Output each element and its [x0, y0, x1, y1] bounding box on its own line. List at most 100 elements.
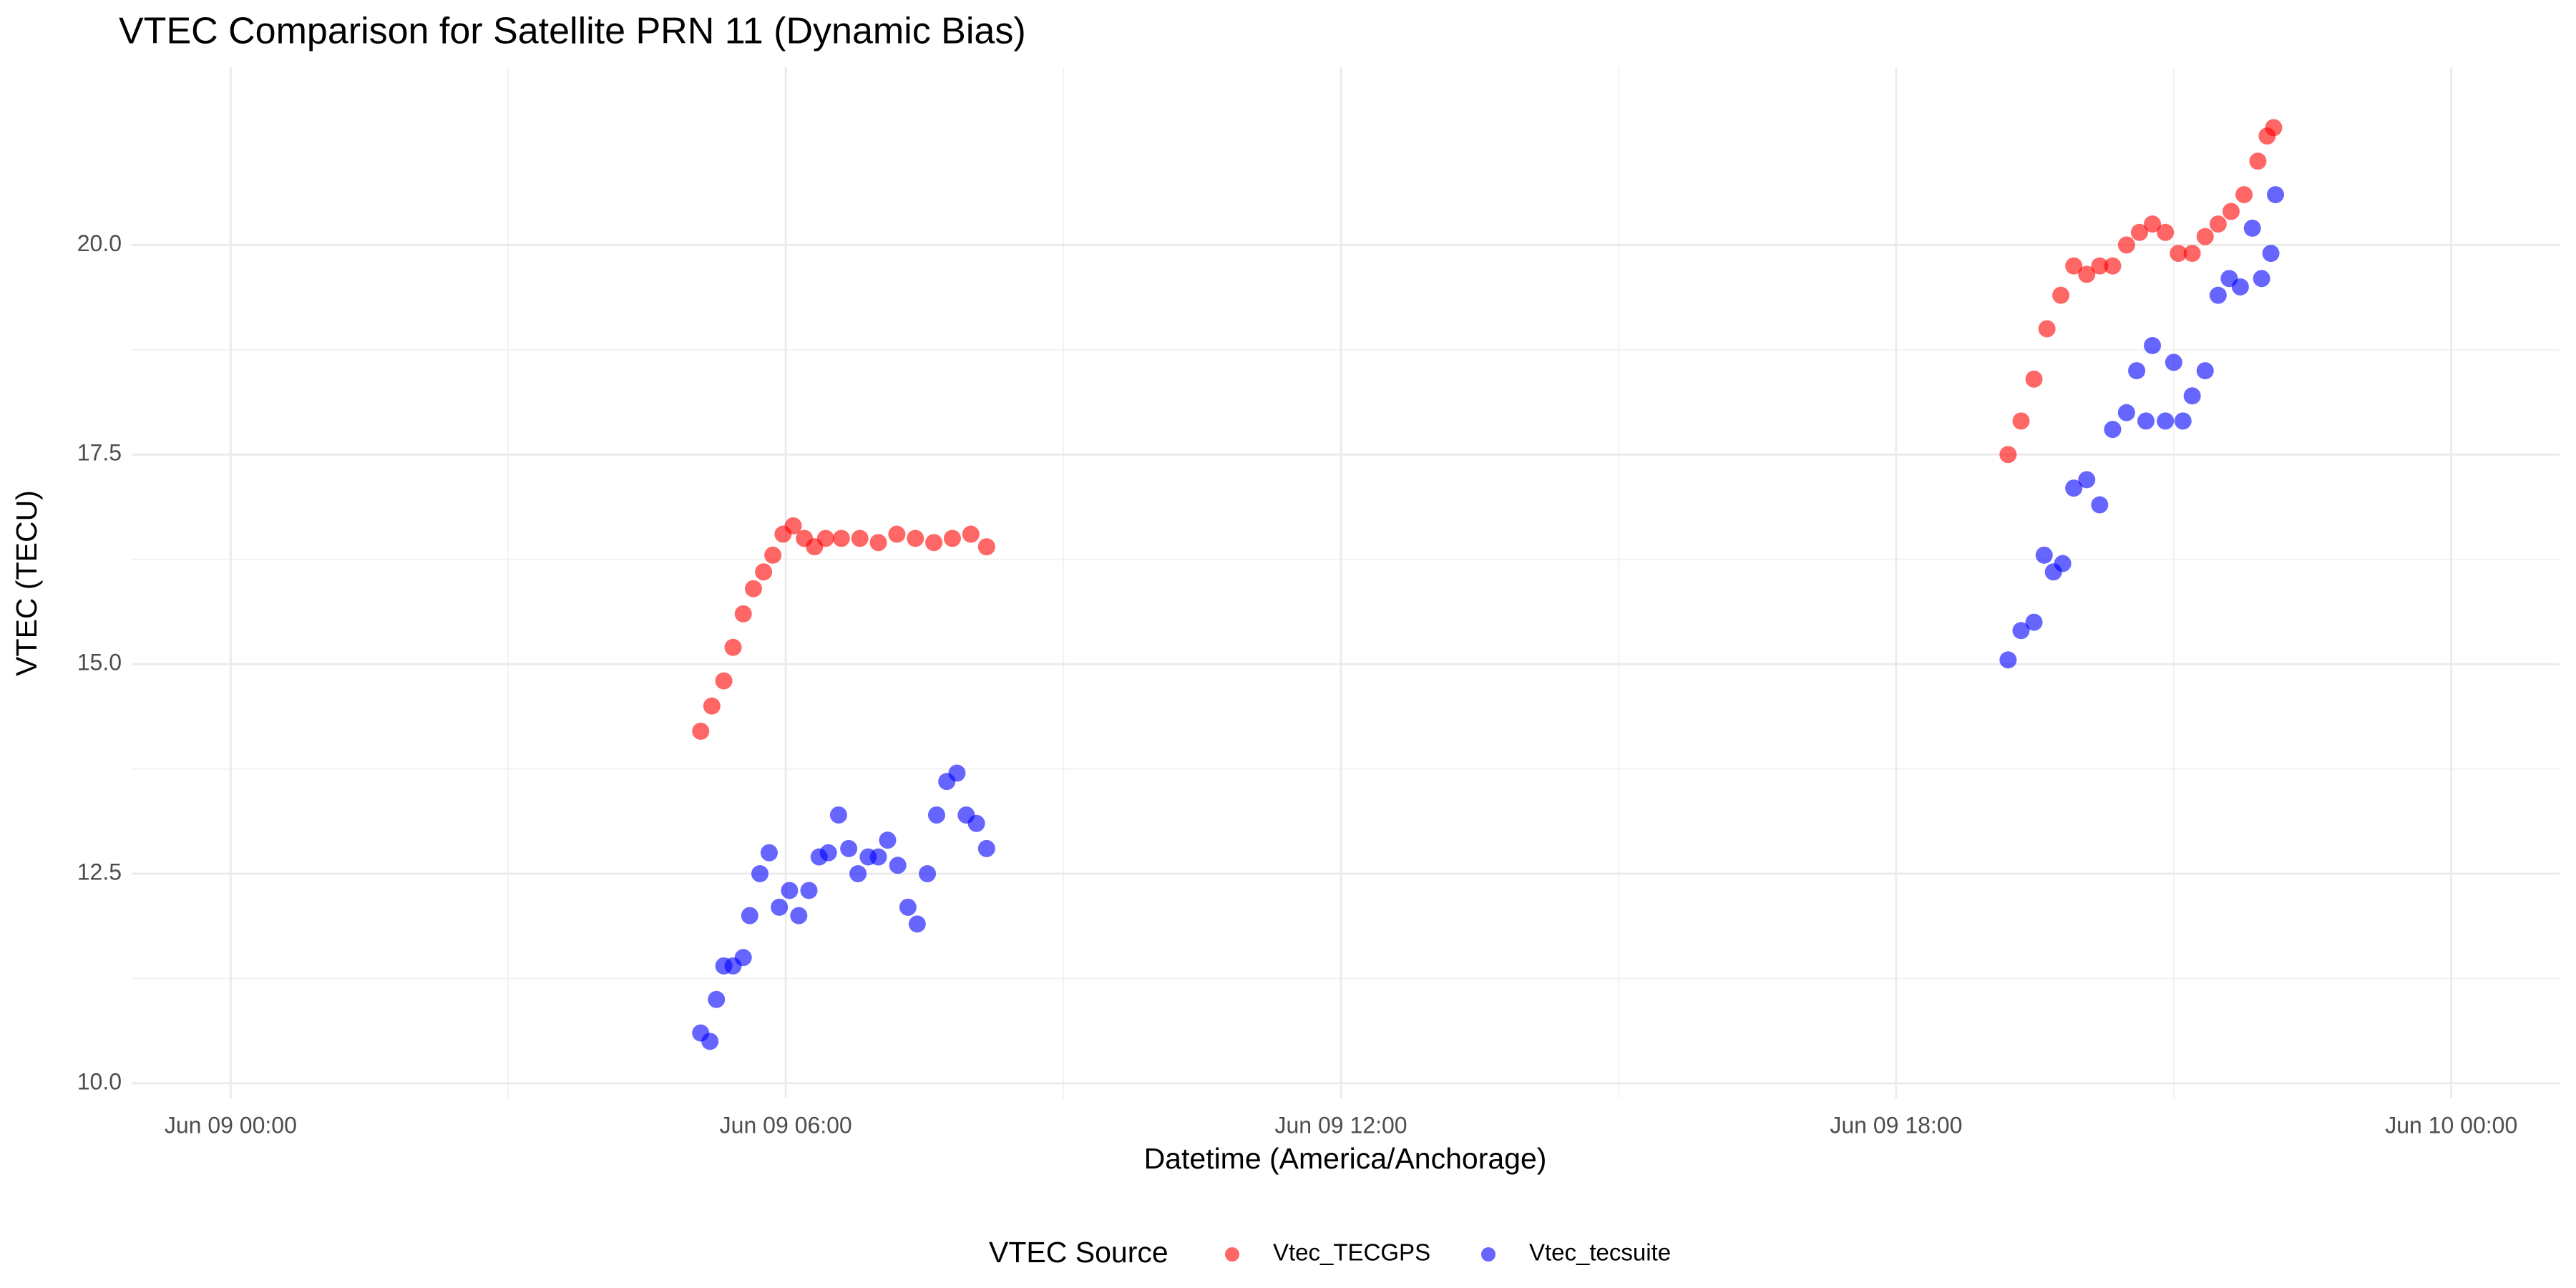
point	[2065, 479, 2083, 497]
point	[869, 848, 887, 866]
point	[2196, 362, 2214, 380]
point	[819, 844, 837, 862]
point	[2144, 215, 2162, 233]
point	[948, 764, 966, 782]
point	[962, 525, 980, 543]
point	[703, 697, 721, 715]
point	[889, 857, 907, 874]
point	[2137, 412, 2155, 430]
point	[741, 907, 758, 924]
point	[919, 865, 937, 883]
point	[2025, 370, 2043, 388]
point	[2078, 265, 2096, 283]
point	[715, 672, 733, 690]
point	[977, 538, 995, 556]
point	[755, 563, 773, 581]
point	[967, 814, 985, 832]
point	[701, 1033, 719, 1050]
y-tick-label: 12.5	[77, 859, 122, 884]
point	[2231, 278, 2249, 296]
point	[2104, 421, 2122, 439]
point	[840, 839, 858, 857]
legend-label: Vtec_TECGPS	[1273, 1239, 1430, 1266]
point	[2104, 257, 2122, 275]
point	[879, 831, 897, 849]
point	[888, 525, 906, 543]
point	[2170, 245, 2187, 263]
point	[829, 806, 847, 824]
series	[692, 119, 2283, 740]
point	[2144, 336, 2162, 354]
point	[734, 949, 752, 967]
point	[2128, 362, 2146, 380]
legend-label: Vtec_tecsuite	[1529, 1239, 1671, 1266]
point	[692, 722, 710, 740]
point	[2117, 404, 2135, 421]
y-tick-label: 10.0	[77, 1068, 122, 1094]
x-tick-label: Jun 09 06:00	[720, 1112, 852, 1138]
y-tick-label: 17.5	[77, 440, 122, 466]
point	[744, 580, 762, 597]
y-axis-title: VTEC (TECU)	[10, 490, 43, 676]
point	[899, 898, 917, 916]
point	[869, 534, 887, 552]
point	[908, 915, 926, 933]
point	[816, 530, 834, 547]
series	[692, 186, 2285, 1050]
point	[760, 844, 778, 862]
point	[2235, 186, 2253, 204]
point	[734, 605, 752, 623]
point	[851, 530, 869, 547]
point	[2265, 119, 2283, 137]
point	[784, 517, 802, 535]
point	[781, 882, 799, 899]
point	[2012, 412, 2030, 430]
point	[2243, 219, 2261, 237]
point	[2054, 555, 2072, 572]
x-tick-label: Jun 10 00:00	[2385, 1112, 2517, 1138]
point	[2209, 215, 2227, 233]
point	[2078, 471, 2096, 489]
y-tick-label: 15.0	[77, 650, 122, 675]
point	[2222, 203, 2240, 220]
point	[2262, 245, 2280, 263]
point	[771, 898, 789, 916]
point	[2035, 546, 2053, 564]
x-tick-label: Jun 09 12:00	[1275, 1112, 1407, 1138]
point	[1999, 446, 2017, 464]
point	[2025, 613, 2043, 631]
legend-marker	[1225, 1247, 1239, 1262]
point	[2130, 223, 2148, 241]
x-tick-label: Jun 09 00:00	[165, 1112, 297, 1138]
point	[800, 882, 818, 899]
point	[2117, 236, 2135, 254]
point	[724, 638, 742, 656]
point	[925, 534, 943, 552]
point	[708, 990, 726, 1008]
point	[764, 546, 782, 564]
point	[2209, 286, 2227, 304]
point	[2249, 152, 2267, 170]
point	[2267, 186, 2285, 204]
point	[2253, 270, 2270, 288]
point	[2091, 257, 2109, 275]
point	[2174, 412, 2192, 430]
point	[790, 907, 808, 924]
point	[2157, 412, 2175, 430]
point	[2012, 622, 2030, 640]
point	[2052, 286, 2070, 304]
point	[927, 806, 945, 824]
point	[2157, 223, 2175, 241]
point	[977, 839, 995, 857]
x-axis-title: Datetime (America/Anchorage)	[1144, 1142, 1547, 1175]
chart-title: VTEC Comparison for Satellite PRN 11 (Dy…	[119, 11, 1026, 52]
x-tick-label: Jun 09 18:00	[1830, 1112, 1962, 1138]
point	[2165, 353, 2182, 371]
point	[2196, 228, 2214, 245]
legend-marker	[1481, 1247, 1496, 1262]
point	[943, 530, 961, 547]
point	[1999, 651, 2017, 669]
legend-title: VTEC Source	[989, 1236, 1169, 1269]
point	[2183, 387, 2201, 405]
